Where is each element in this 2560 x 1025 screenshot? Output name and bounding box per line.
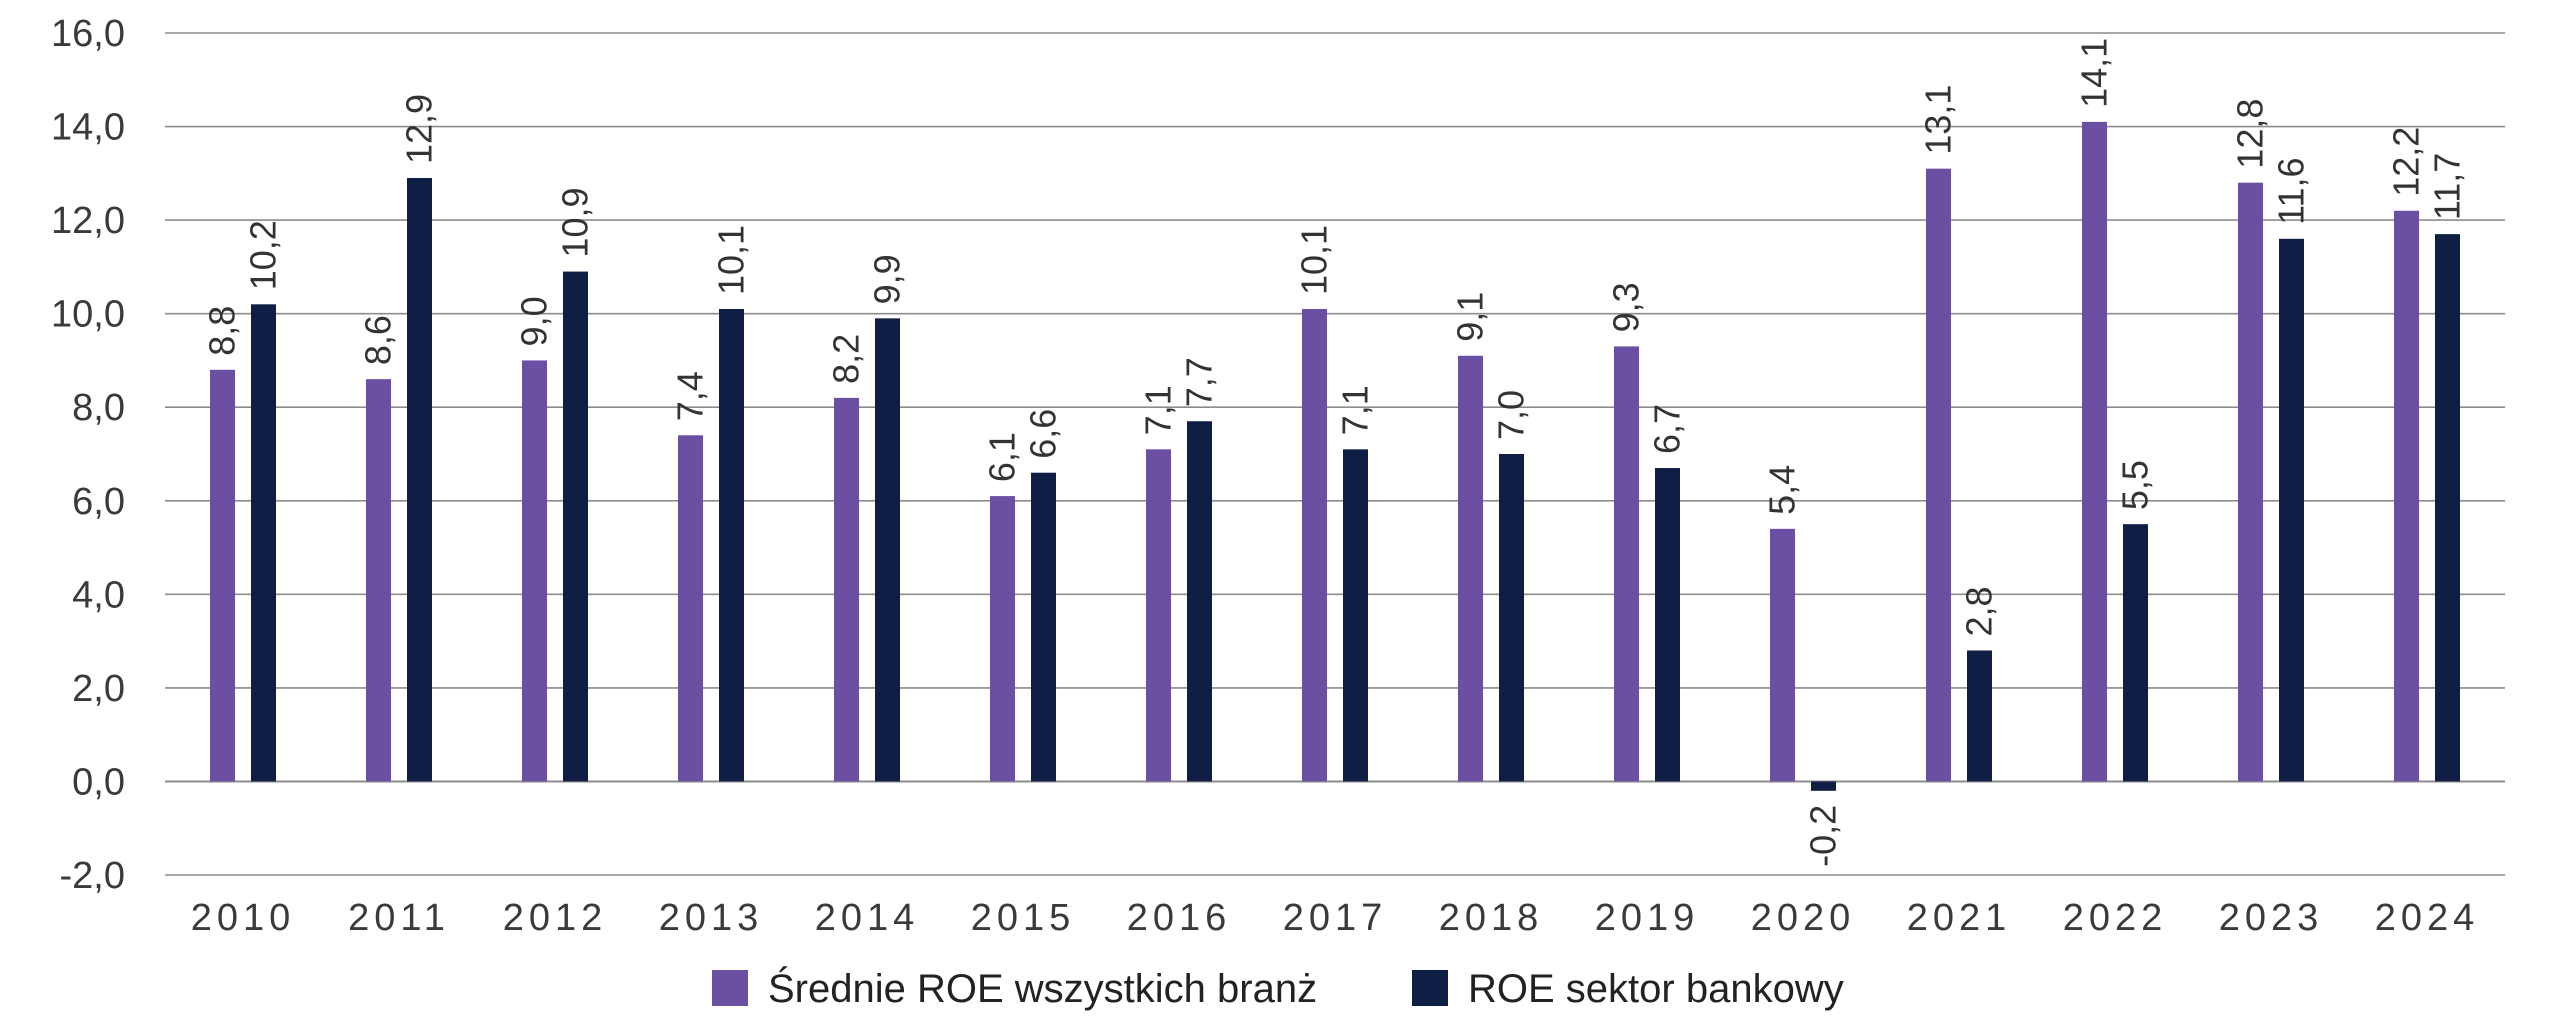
- data-label: 12,9: [399, 94, 440, 164]
- y-tick-label: 16,0: [51, 13, 125, 55]
- bar-roe-bankowy: [875, 318, 900, 782]
- bar-srednie-roe: [2394, 210, 2419, 782]
- y-axis-ticks: -2,0 0,0 2,0 4,0 6,0 8,0 10,0 12,0 14,0 16,0: [51, 13, 125, 897]
- x-tick-label: 2011: [348, 897, 450, 939]
- data-label: 5,4: [1762, 465, 1803, 515]
- data-label: 9,9: [867, 254, 908, 304]
- legend: Średnie ROE wszystkich branż ROE sektor b…: [712, 965, 1844, 1011]
- x-tick-label: 2010: [191, 897, 296, 939]
- data-label: 2,8: [1959, 586, 2000, 636]
- bar-roe-bankowy: [251, 304, 276, 782]
- bar-roe-bankowy: [1343, 449, 1368, 782]
- data-label: 7,1: [1138, 385, 1179, 435]
- bar-roe-bankowy: [1655, 468, 1680, 782]
- x-tick-label: 2015: [971, 897, 1076, 939]
- bar-srednie-roe: [522, 360, 547, 782]
- data-label: 7,4: [670, 371, 711, 421]
- bar-srednie-roe: [678, 435, 703, 782]
- bar-roe-bankowy: [1187, 421, 1212, 782]
- x-axis-ticks: 2010 2011 2012 2013 2014 2015 2016 2017 2018 2019…: [191, 897, 2480, 939]
- y-tick-label: 4,0: [72, 574, 125, 616]
- x-tick-label: 2020: [1751, 897, 1856, 939]
- bar-roe-bankowy: [719, 308, 744, 782]
- data-label: 11,6: [2271, 157, 2312, 224]
- x-tick-label: 2013: [659, 897, 764, 939]
- x-tick-label: 2021: [1907, 897, 2012, 939]
- data-label: 8,6: [358, 315, 399, 365]
- bar-srednie-roe: [1458, 355, 1483, 782]
- x-tick-label: 2018: [1439, 897, 1544, 939]
- y-tick-label: 10,0: [51, 294, 125, 336]
- data-label: 7,0: [1491, 390, 1532, 440]
- data-label: 10,9: [555, 187, 596, 257]
- bar-roe-bankowy: [1499, 454, 1524, 782]
- bar-srednie-roe: [2238, 182, 2263, 782]
- bar-roe-bankowy: [2123, 524, 2148, 782]
- data-label: 10,1: [1294, 225, 1335, 295]
- data-label: 14,1: [2074, 38, 2115, 108]
- data-label: 10,2: [243, 220, 284, 290]
- x-tick-label: 2016: [1127, 897, 1232, 939]
- y-tick-label: 6,0: [72, 481, 125, 523]
- y-tick-label: 0,0: [72, 761, 125, 803]
- legend-swatch: [712, 970, 748, 1006]
- bar-srednie-roe: [1614, 346, 1639, 782]
- legend-label: ROE sektor bankowy: [1468, 967, 1844, 1011]
- bar-srednie-roe: [834, 397, 859, 782]
- data-label: 6,1: [982, 432, 1023, 482]
- data-label: 9,3: [1606, 282, 1647, 332]
- bar-srednie-roe: [1926, 168, 1951, 782]
- y-tick-label: 12,0: [51, 200, 125, 242]
- data-label: 8,2: [826, 334, 867, 384]
- data-label: 12,2: [2386, 127, 2427, 197]
- y-tick-label: -2,0: [60, 855, 125, 897]
- data-label: 11,7: [2427, 153, 2468, 220]
- data-label: 7,1: [1335, 385, 1376, 435]
- bar-roe-bankowy: [2435, 234, 2460, 782]
- bar-roe-bankowy: [1031, 472, 1056, 782]
- x-tick-label: 2023: [2219, 897, 2324, 939]
- gridlines: [165, 32, 2505, 876]
- y-tick-label: 14,0: [51, 107, 125, 149]
- bar-srednie-roe: [366, 379, 391, 782]
- data-label: 10,1: [711, 225, 752, 295]
- x-tick-label: 2022: [2063, 897, 2168, 939]
- bar-roe-bankowy: [407, 178, 432, 782]
- x-tick-label: 2012: [503, 897, 608, 939]
- data-label: 5,5: [2115, 460, 2156, 510]
- bar-srednie-roe: [990, 496, 1015, 782]
- data-label: 9,0: [514, 296, 555, 346]
- data-label: 6,7: [1647, 404, 1688, 454]
- data-label: 6,6: [1023, 409, 1064, 459]
- data-label: 9,1: [1450, 292, 1491, 342]
- legend-label: Średnie ROE wszystkich branż: [768, 965, 1317, 1011]
- x-tick-label: 2019: [1595, 897, 1700, 939]
- y-tick-label: 8,0: [72, 387, 125, 429]
- legend-swatch: [1412, 970, 1448, 1006]
- data-label: 8,8: [202, 306, 243, 356]
- bar-srednie-roe: [1302, 308, 1327, 782]
- bar-srednie-roe: [1146, 449, 1171, 782]
- data-label: -0,2: [1803, 805, 1844, 867]
- data-label: 13,1: [1918, 85, 1959, 155]
- bar-srednie-roe: [210, 369, 235, 782]
- data-label: 7,7: [1179, 357, 1220, 407]
- y-tick-label: 2,0: [72, 668, 125, 710]
- bar-roe-bankowy: [2279, 238, 2304, 782]
- data-label: 12,8: [2230, 99, 2271, 169]
- bars: [210, 121, 2460, 791]
- bar-roe-bankowy: [563, 271, 588, 782]
- bar-roe-bankowy: [1811, 781, 1836, 791]
- bar-srednie-roe: [1770, 528, 1795, 782]
- bar-srednie-roe: [2082, 121, 2107, 782]
- bar-roe-bankowy: [1967, 650, 1992, 782]
- data-labels: 8,810,2 8,6 12,9 9,010,9 7,4 10,1 8,29,9 6,1 6,6…: [202, 38, 2468, 867]
- x-tick-label: 2024: [2375, 897, 2480, 939]
- x-tick-label: 2017: [1283, 897, 1388, 939]
- x-tick-label: 2014: [815, 897, 920, 939]
